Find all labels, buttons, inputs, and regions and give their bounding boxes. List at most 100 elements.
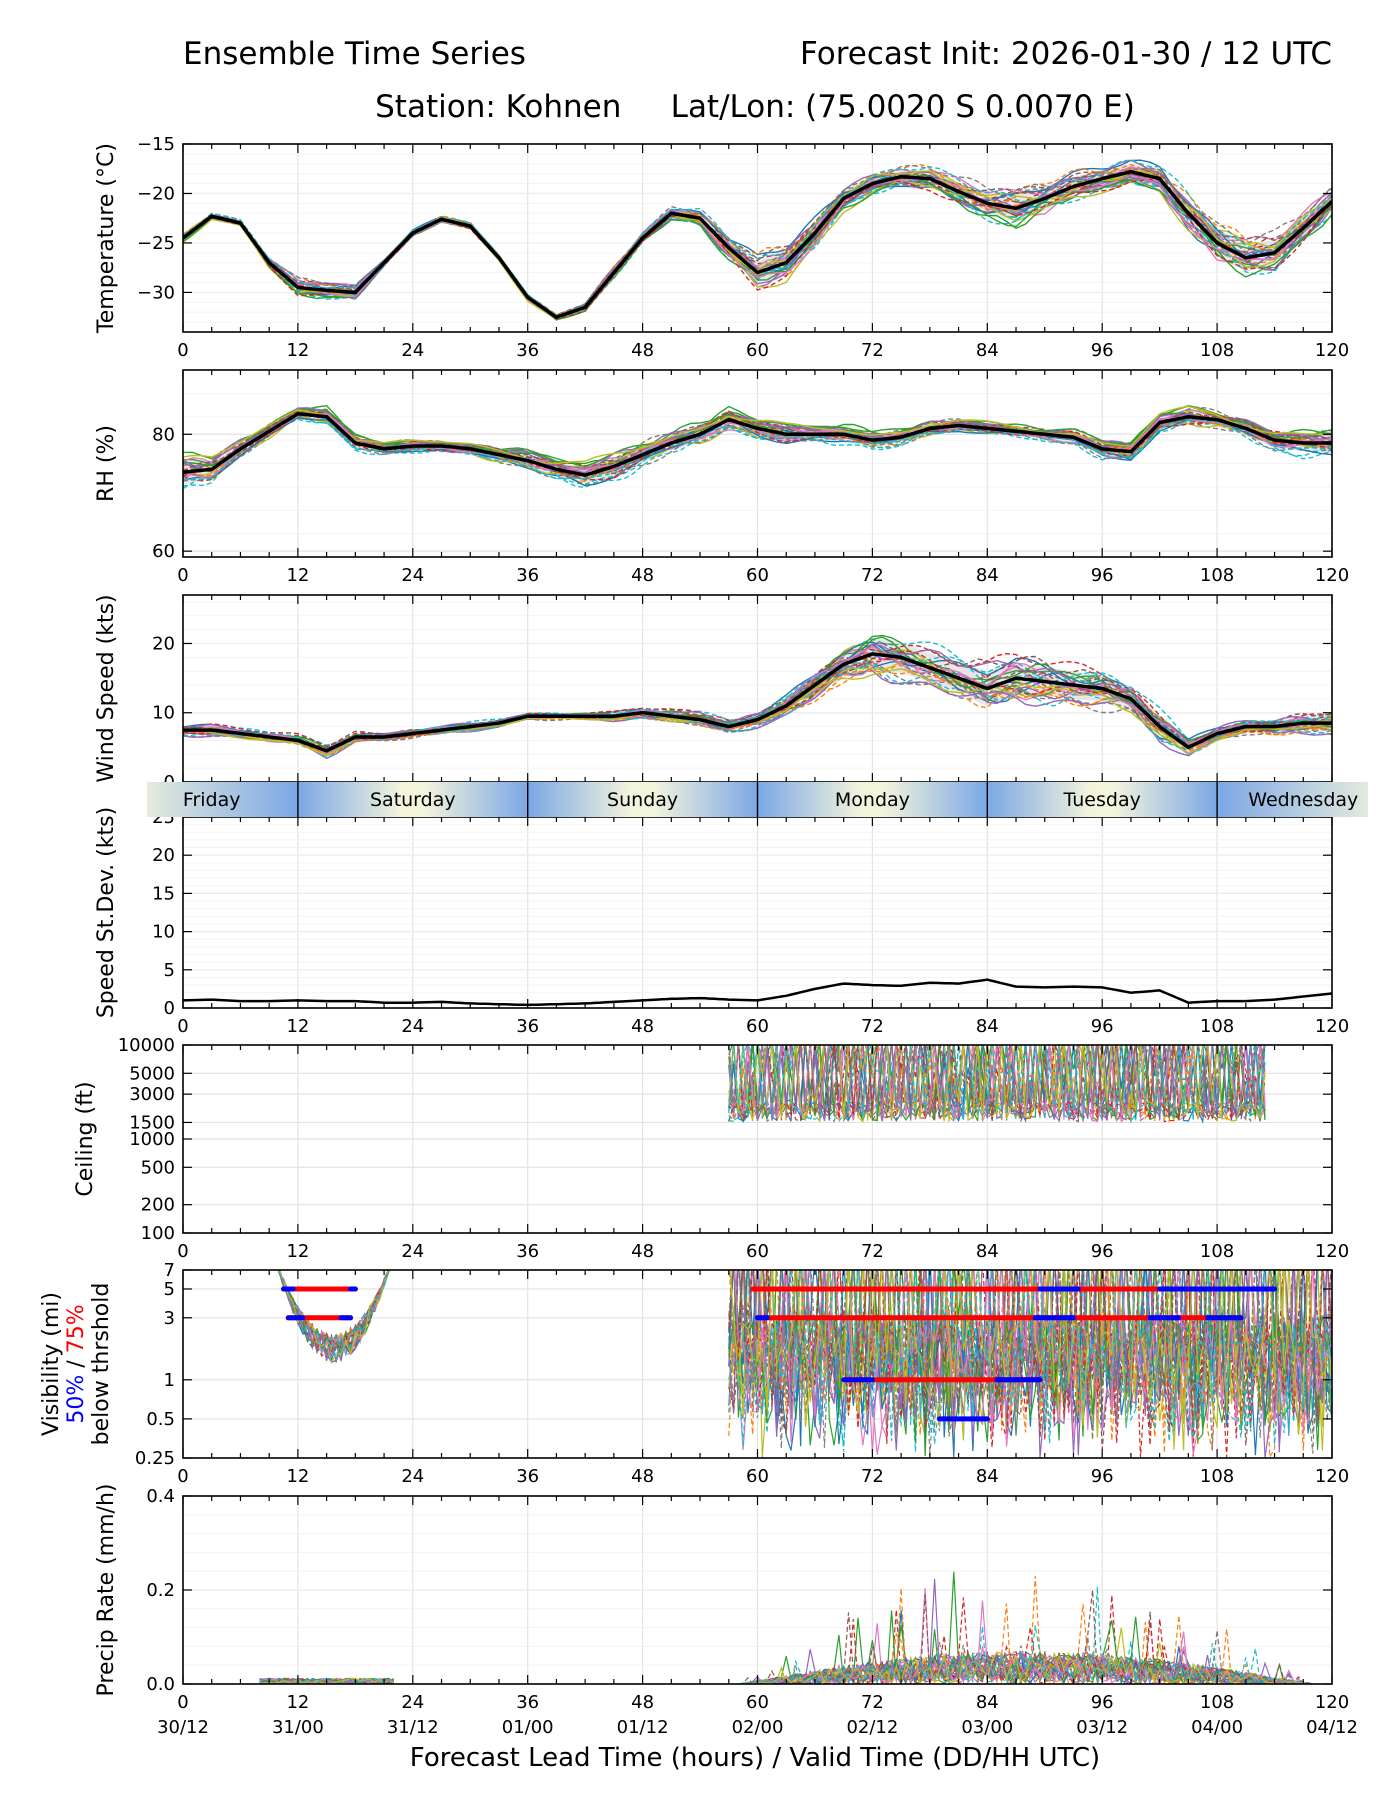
ensemble-member-line	[728, 1270, 1332, 1454]
y-tick-label: 0.5	[146, 1409, 175, 1430]
y-tick-label: −20	[137, 183, 175, 204]
title-left: Ensemble Time Series	[183, 36, 526, 72]
x-tick-label: 0	[177, 565, 188, 586]
plot-area-wind_speed	[183, 634, 1332, 760]
x-tick-label: 96	[1091, 1016, 1114, 1037]
y-tick-label: 5	[164, 960, 175, 981]
day-label: Tuesday	[1063, 789, 1141, 811]
x-tick-label: 84	[976, 340, 999, 361]
x-tick-label: 48	[631, 1466, 654, 1487]
x-tick-label: 120	[1315, 1016, 1349, 1037]
y-axis-label: RH (%)	[94, 425, 119, 502]
day-segment	[147, 782, 298, 817]
y-tick-label: −15	[137, 134, 175, 155]
valid-time-label: 31/12	[387, 1717, 439, 1738]
x-tick-label: 24	[401, 1241, 424, 1262]
ensemble-mean-line	[183, 169, 1332, 320]
panel-temperature: 0 12 24 36 48 60 72 84 96 108 120 −15 −20 −25 −30 Tempe…	[94, 134, 1349, 361]
ensemble-member-line	[277, 1270, 389, 1358]
ensemble-member-line	[728, 1045, 1256, 1123]
y-tick-label: 0.0	[146, 1674, 175, 1695]
x-tick-label: 12	[286, 1016, 309, 1037]
y-tick-label: 0	[164, 998, 175, 1019]
grid-ceiling	[182, 1044, 1333, 1234]
y-axis-label: Ceiling (ft)	[73, 1081, 98, 1196]
ensemble-member-line	[728, 1270, 1332, 1447]
ensemble-member-line	[183, 418, 1332, 490]
x-tick-label: 48	[631, 1692, 654, 1713]
x-tick-label: 36	[516, 1241, 539, 1262]
x-tick-label: 84	[976, 1016, 999, 1037]
ensemble-member-line	[738, 1597, 1313, 1684]
ensemble-member-line	[728, 1270, 1332, 1437]
ensemble-member-line	[183, 405, 1332, 465]
day-label: Saturday	[370, 789, 456, 811]
y-tick-label: 0.25	[135, 1448, 175, 1469]
x-tick-label: 120	[1315, 1692, 1349, 1713]
x-tick-label: 60	[746, 565, 769, 586]
plot-area-ceiling	[728, 1045, 1266, 1124]
x-tick-label: 84	[976, 1241, 999, 1262]
x-tick-label: 96	[1091, 565, 1114, 586]
day-label: Monday	[835, 789, 910, 811]
x-tick-label: 60	[746, 1692, 769, 1713]
y-tick-label: 0.2	[146, 1580, 175, 1601]
x-tick-label: 48	[631, 340, 654, 361]
x-tick-label: 36	[516, 1692, 539, 1713]
grid-precip_rate	[182, 1495, 1333, 1685]
panel-precip_rate: 0 12 24 36 48 60 72 84 96 108 120 0.0 0.2 0.4 Precip R…	[94, 1484, 1349, 1713]
day-segment	[527, 782, 758, 817]
y-tick-label: 10	[152, 922, 175, 943]
pct50-label: 50%	[64, 1375, 89, 1424]
panel-ceiling: 0 12 24 36 48 60 72 84 96 108 120 100 200 500 10001500…	[73, 1035, 1349, 1262]
x-tick-label: 60	[746, 1241, 769, 1262]
x-tick-label: 36	[516, 1466, 539, 1487]
x-tick-label: 108	[1200, 565, 1234, 586]
x-tick-label: 60	[746, 1466, 769, 1487]
ensemble-member-line	[278, 1270, 389, 1358]
x-tick-label: 120	[1315, 565, 1349, 586]
station-line: Station: Kohnen Lat/Lon: (75.0020 S 0.00…	[375, 89, 1135, 125]
x-tick-label: 36	[516, 1016, 539, 1037]
x-tick-label: 108	[1200, 1692, 1234, 1713]
y-tick-label: 10	[152, 703, 175, 724]
ensemble-member-line	[183, 660, 1332, 757]
panel-wind_speed: 0122436486072849610812001020Wind Speed (…	[94, 594, 1349, 811]
x-tick-label: 0	[177, 340, 188, 361]
day-segment	[297, 782, 528, 817]
ensemble-member-line	[728, 1045, 1266, 1122]
x-tick-label: 24	[401, 1466, 424, 1487]
x-tick-label: 96	[1091, 1466, 1114, 1487]
y-tick-label: 20	[152, 633, 175, 654]
y-tick-label: 0.4	[146, 1486, 175, 1507]
x-tick-label: 12	[286, 1241, 309, 1262]
x-tick-label: 36	[516, 565, 539, 586]
x-tick-label: 72	[861, 1016, 884, 1037]
valid-time-label: 30/12	[157, 1717, 209, 1738]
y-tick-label: 7	[164, 1260, 175, 1281]
x-tick-label: 96	[1091, 340, 1114, 361]
x-tick-label: 60	[746, 1016, 769, 1037]
grid-wind_speed	[182, 595, 1333, 783]
valid-time-label: 02/00	[732, 1717, 784, 1738]
day-band-segments	[147, 782, 1368, 817]
x-tick-label: 72	[861, 565, 884, 586]
y-tick-label: 1500	[129, 1112, 175, 1133]
x-tick-label: 0	[177, 1692, 188, 1713]
x-tick-label: 108	[1200, 340, 1234, 361]
x-tick-label: 48	[631, 1241, 654, 1262]
y-axis-label: Speed St.Dev. (kts)	[94, 807, 119, 1018]
x-tick-label: 72	[861, 1466, 884, 1487]
y-tick-label: 20	[152, 845, 175, 866]
y-tick-label: 100	[141, 1223, 175, 1244]
ensemble-member-line	[183, 414, 1332, 481]
ensemble-member-line	[738, 1045, 1266, 1122]
x-tick-label: 108	[1200, 1466, 1234, 1487]
ensemble-member-line	[183, 662, 1332, 759]
panel-rh: 0 12 24 36 48 60 72 84 96 108 120 60 80 RH (%)	[94, 369, 1349, 586]
ensemble-member-line	[183, 163, 1332, 316]
x-tick-label: 84	[976, 1466, 999, 1487]
x-tick-label: 12	[286, 1466, 309, 1487]
